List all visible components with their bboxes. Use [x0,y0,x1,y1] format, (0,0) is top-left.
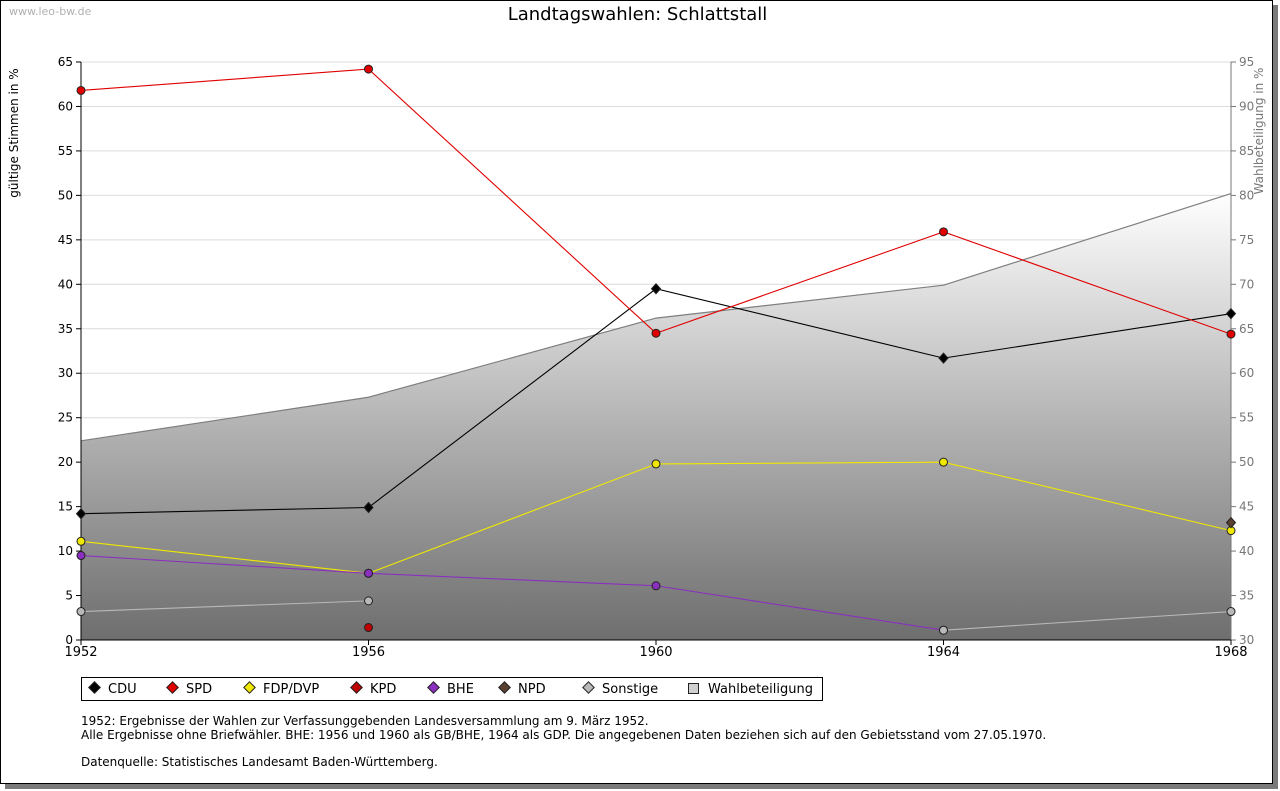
point-spd [76,85,86,95]
legend-item-wahlbeteiligung: Wahlbeteiligung [688,682,813,697]
series-line-wahlbeteiligung [80,193,1232,442]
point-cdu [75,507,87,520]
y-tick-label: 0 [65,633,73,647]
legend-label: KPD [370,682,397,697]
point-cdu [650,283,662,295]
point-sonstige [76,607,86,617]
legend-item-bhe: BHE [427,681,474,697]
legend-marker [688,683,699,694]
legend-item-npd: NPD [498,681,546,697]
y-axis-label: gültige Stimmen in % [7,68,21,197]
y2-tick-label: 65 [1239,322,1254,336]
y2-tick-label: 70 [1239,277,1254,291]
point-fdp-dvp [939,457,948,467]
legend-label: CDU [108,682,137,697]
note-line-1: 1952: Ergebnisse der Wahlen zur Verfassu… [81,714,649,728]
y2-tick-label: 85 [1239,144,1254,158]
y-tick-label: 5 [65,589,73,603]
legend-item-fdp-dvp: FDP/DVP [243,681,320,697]
legend-marker [350,681,363,694]
legend-marker [427,681,440,694]
y-tick-label: 15 [58,500,73,514]
y2-tick-label: 55 [1239,411,1254,425]
point-fdp-dvp [76,536,86,546]
point-spd [939,227,948,237]
y-tick-label: 40 [58,277,73,291]
y2-tick-label: 95 [1239,55,1254,69]
point-sonstige [1226,607,1236,617]
series-line-sonstige [80,600,369,613]
y2-tick-label: 30 [1239,633,1254,647]
y2-tick-label: 45 [1239,500,1254,514]
note-line-2: Alle Ergebnisse ohne Briefwähler. BHE: 1… [81,728,1047,742]
legend-item-spd: SPD [166,681,213,697]
point-spd [1226,329,1236,339]
legend-label: NPD [518,682,546,697]
legend-item-sonstige: Sonstige [582,681,659,697]
x-tick-label: 1956 [352,645,385,660]
legend-item-kpd: KPD [350,681,397,697]
point-sonstige [364,596,373,606]
data-source: Datenquelle: Statistisches Landesamt Bad… [81,755,438,769]
point-spd [651,328,661,338]
legend-marker [88,681,101,694]
series-line-sonstige [943,610,1232,631]
point-cdu [938,352,949,364]
y-tick-label: 25 [58,411,73,425]
y-tick-label: 35 [58,322,73,336]
point-cdu [1225,307,1237,320]
legend-marker [243,681,256,694]
point-cdu [363,501,374,514]
legend-label: BHE [447,682,474,697]
point-bhe [651,581,661,591]
x-tick-label: 1952 [64,645,97,660]
y-tick-label: 50 [58,188,73,202]
y2-tick-label: 90 [1239,99,1254,113]
point-spd [364,64,373,74]
y-tick-label: 65 [58,55,73,69]
point-fdp-dvp [651,459,661,469]
legend-label: SPD [186,682,213,697]
y2-tick-label: 50 [1239,455,1254,469]
y-tick-label: 60 [58,99,73,113]
y-tick-label: 20 [58,455,73,469]
series-area-wahlbeteiligung [81,193,1231,641]
legend-label: Wahlbeteiligung [708,682,814,697]
y2-tick-label: 80 [1239,188,1254,202]
y2-tick-label: 75 [1239,233,1254,247]
point-bhe [76,551,86,561]
y-tick-label: 55 [58,144,73,158]
legend-label: Sonstige [602,682,659,697]
point-npd [1225,516,1237,529]
y2-tick-label: 40 [1239,544,1254,558]
legend-marker [166,681,179,694]
legend-marker [582,681,595,694]
chart-notes: 1952: Ergebnisse der Wahlen zur Verfassu… [81,714,1046,769]
chart-legend: CDU SPD FDP/DVP KPD BHE NPD Sonstige Wahlbeteil… [81,677,823,701]
y2-tick-label: 60 [1239,366,1254,380]
y-tick-label: 30 [58,366,73,380]
series-line-bhe [80,554,944,631]
point-kpd [364,623,373,633]
x-tick-label: 1960 [639,645,672,660]
legend-marker [498,681,511,694]
y-tick-label: 10 [58,544,73,558]
point-sonstige [939,625,948,635]
y2-axis-label: Wahlbeteiligung in % [1252,68,1266,195]
y-tick-label: 45 [58,233,73,247]
watermark: www.leo-bw.de [9,5,92,18]
point-bhe [364,568,373,578]
chart-title: Landtagswahlen: Schlattstall [507,4,768,25]
x-tick-label: 1968 [1214,645,1247,660]
y2-tick-label: 35 [1239,589,1254,603]
legend-label: FDP/DVP [263,682,320,697]
legend-item-cdu: CDU [88,681,137,697]
x-tick-label: 1964 [927,645,960,660]
